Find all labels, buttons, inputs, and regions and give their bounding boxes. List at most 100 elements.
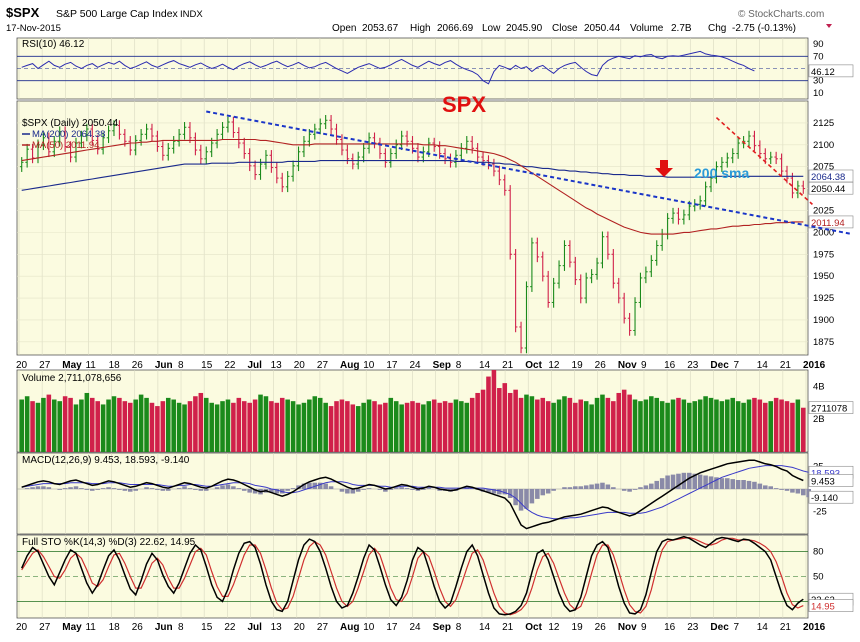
price-y-tick: 1875 [813, 337, 834, 348]
macd-histogram-bar [421, 489, 426, 490]
volume-bar [290, 401, 296, 452]
volume-bar [480, 389, 486, 452]
macd-histogram-bar [269, 489, 274, 493]
macd-histogram-bar [529, 489, 535, 504]
volume-bar [741, 402, 746, 452]
macd-histogram-bar [681, 472, 687, 489]
macd-histogram-bar [643, 485, 649, 489]
volume-bar [763, 402, 768, 452]
macd-histogram-bar [535, 489, 540, 499]
volume-bar [203, 397, 209, 452]
macd-histogram-bar [801, 489, 806, 496]
x-tick-label: 26 [132, 360, 144, 371]
volume-bar [507, 392, 513, 452]
x-tick-label: Aug [340, 360, 359, 371]
macd-histogram-bar [247, 489, 252, 493]
macd-histogram-bar [62, 488, 68, 489]
x-tick-label: Dec [710, 622, 729, 633]
macd-histogram-bar [687, 472, 692, 489]
x-tick-label: 20 [294, 360, 306, 371]
volume-bar [486, 376, 491, 452]
volume-bar [697, 399, 703, 452]
volume-bar [133, 399, 138, 452]
volume-bar [692, 401, 698, 452]
volume-bar [57, 401, 62, 452]
volume-bar [589, 404, 594, 452]
rsi-title: RSI(10) 46.12 [22, 39, 85, 50]
macd-histogram-bar [589, 484, 594, 489]
x-tick-label: Nov [618, 622, 637, 633]
volume-bar [198, 392, 204, 452]
macd-histogram-bar [703, 475, 708, 489]
macd-histogram-bar [231, 486, 236, 489]
macd-histogram-bar [155, 489, 160, 490]
volume-bar [469, 397, 475, 452]
volume-title: Volume 2,711,078,656 [22, 373, 122, 384]
macd-histogram-bar [57, 489, 62, 490]
x-tick-label: 14 [757, 622, 769, 633]
macd-histogram-bar [627, 489, 632, 492]
macd-histogram-bar [41, 486, 46, 489]
macd-histogram-bar [491, 489, 497, 494]
x-tick-label: 18 [109, 360, 121, 371]
volume-bar [556, 399, 562, 452]
macd-histogram-bar [524, 489, 529, 509]
macd-histogram-bar [545, 489, 551, 494]
x-tick-label: 27 [39, 360, 51, 371]
volume-bar [459, 401, 464, 452]
x-tick-label: 24 [410, 622, 422, 633]
macd-histogram-bar [361, 489, 366, 490]
macd-histogram-bar [670, 474, 676, 489]
x-tick-label: 23 [687, 622, 699, 633]
volume-bar [779, 399, 784, 452]
macd-histogram-bar [144, 487, 149, 489]
macd-histogram-bar [518, 489, 524, 511]
volume-bar [214, 404, 220, 452]
macd-histogram-bar [241, 489, 247, 491]
volume-bar [241, 401, 247, 452]
volume-bar [611, 401, 616, 452]
macd-histogram-bar [437, 489, 442, 491]
sto-y-tick: 80 [813, 547, 824, 558]
blue-trendline [206, 110, 853, 236]
macd-histogram-bar [741, 480, 746, 489]
volume-bar [437, 402, 442, 452]
macd-histogram-bar [600, 482, 605, 489]
macd-histogram-bar [632, 489, 638, 490]
low-value: 2045.90 [506, 23, 543, 34]
volume-bar [263, 396, 269, 452]
macd-histogram-bar [127, 489, 133, 492]
macd-histogram-bar [735, 480, 741, 489]
volume-bar [377, 404, 383, 452]
volume-bar [274, 402, 280, 452]
macd-histogram-bar [68, 487, 73, 489]
volume-bar [301, 402, 307, 452]
macd-histogram-bar [714, 477, 719, 489]
price-y-tick: 2125 [813, 118, 834, 129]
macd-histogram-bar [73, 486, 79, 489]
volume-bar [350, 404, 356, 452]
x-tick-label: Oct [525, 360, 542, 371]
chart-date: 17-Nov-2015 [6, 23, 61, 34]
volume-bar [421, 404, 426, 452]
low-label: Low [482, 23, 501, 34]
volume-bar [68, 397, 73, 452]
macd-histogram-bar [160, 489, 166, 491]
x-tick-label: 27 [317, 622, 329, 633]
macd-histogram-bar [692, 473, 698, 489]
volume-bar [19, 399, 24, 452]
macd-histogram-bar [355, 489, 361, 492]
macd-histogram-bar [659, 478, 665, 489]
rsi-y-tick: 90 [813, 39, 824, 50]
rsi-y-tick: 30 [813, 76, 824, 87]
chg-label: Chg [708, 23, 726, 34]
x-tick-label: Dec [710, 360, 729, 371]
volume-bar [605, 397, 611, 452]
volume-bar [801, 407, 806, 452]
rsi-badge-box [808, 64, 854, 78]
volume-bar [355, 406, 361, 452]
macd-histogram-bar [578, 486, 584, 489]
macd-histogram-bar [551, 489, 556, 491]
volume-bar [345, 401, 350, 452]
macd-histogram-bar [46, 487, 52, 489]
